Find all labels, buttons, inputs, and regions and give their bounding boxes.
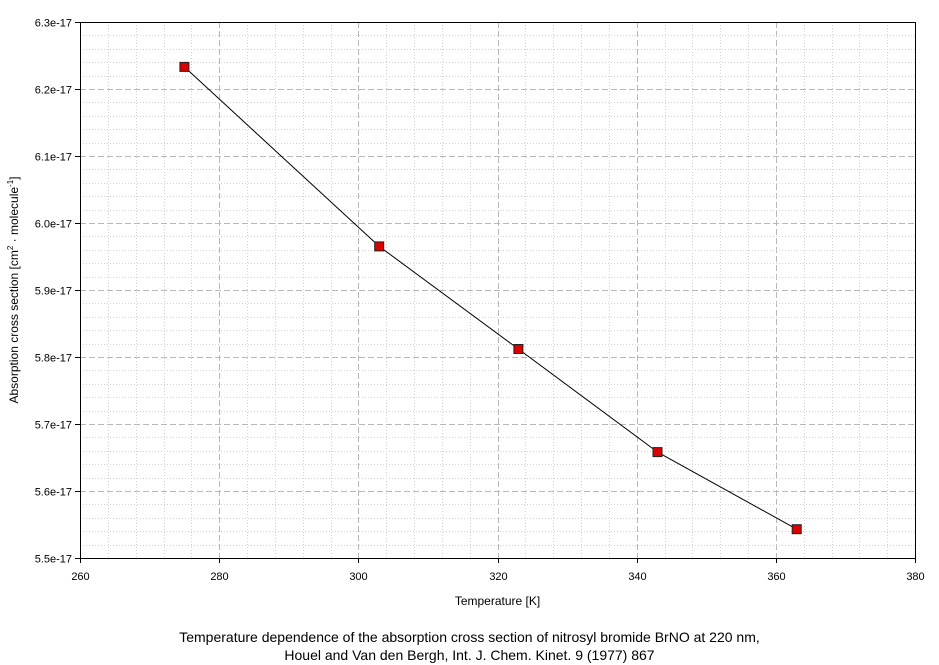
y-tick-label: 6.1e-17 bbox=[35, 152, 72, 164]
x-tick-label: 280 bbox=[210, 571, 228, 583]
y-tick-label: 5.7e-17 bbox=[35, 420, 72, 432]
x-tick-label: 320 bbox=[489, 571, 507, 583]
caption-line-1: Temperature dependence of the absorption… bbox=[179, 629, 760, 645]
y-tick-label: 6.2e-17 bbox=[35, 85, 72, 97]
x-tick-label: 300 bbox=[349, 571, 367, 583]
y-axis-title-suffix: ] bbox=[7, 176, 21, 179]
y-tick-label: 5.6e-17 bbox=[35, 487, 72, 499]
y-axis-title-sup-2: -1 bbox=[6, 179, 15, 187]
x-tick-label: 360 bbox=[767, 571, 785, 583]
grid bbox=[80, 22, 916, 559]
data-point-marker bbox=[374, 241, 385, 252]
y-axis: 5.5e-17 5.6e-17 5.7e-17 5.8e-17 5.9e-17 6.0e-… bbox=[35, 18, 80, 566]
x-tick-label: 340 bbox=[628, 571, 646, 583]
x-tick-label: 380 bbox=[906, 571, 924, 583]
y-tick-label: 6.3e-17 bbox=[35, 18, 72, 30]
y-axis-title-prefix: Absorption cross section [cm bbox=[7, 250, 21, 403]
y-tick-label: 5.5e-17 bbox=[35, 554, 72, 566]
figure-caption: Temperature dependence of the absorption… bbox=[0, 628, 939, 664]
y-axis-title: Absorption cross section [cm2 · molecule… bbox=[6, 176, 21, 403]
x-axis-title: Temperature [K] bbox=[455, 594, 540, 608]
series-line bbox=[184, 66, 797, 530]
y-tick-label: 5.8e-17 bbox=[35, 353, 72, 365]
y-tick-label: 6.0e-17 bbox=[35, 219, 72, 231]
y-axis-title-sup-1: 2 bbox=[6, 245, 15, 250]
series-markers bbox=[179, 61, 802, 535]
y-tick-label: 5.9e-17 bbox=[35, 286, 72, 298]
x-tick-label: 260 bbox=[71, 571, 89, 583]
data-point-marker bbox=[791, 524, 802, 535]
caption-line-2: Houel and Van den Bergh, Int. J. Chem. K… bbox=[284, 647, 655, 663]
x-axis: 260 280 300 320 340 360 380 bbox=[71, 558, 925, 583]
data-point-marker bbox=[179, 61, 190, 72]
data-point-marker bbox=[513, 344, 524, 354]
y-axis-title-middle: · molecule bbox=[7, 187, 21, 246]
data-point-marker bbox=[652, 447, 663, 458]
